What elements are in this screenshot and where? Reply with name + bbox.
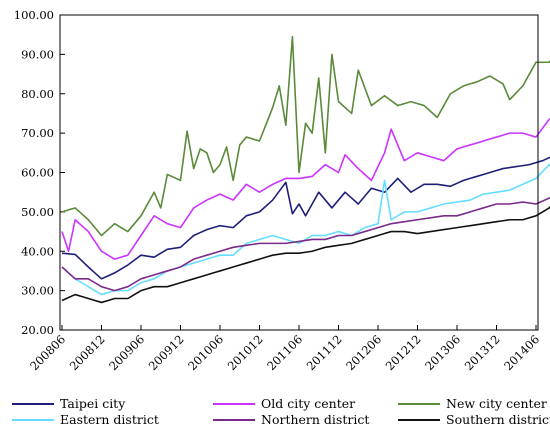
x-tick-label: 201206 bbox=[343, 332, 384, 373]
y-tick-label: 40.00 bbox=[21, 244, 54, 258]
series-line-1 bbox=[61, 156, 550, 280]
legend-label: Taipei city bbox=[60, 396, 126, 411]
legend-label: Old city center bbox=[261, 396, 355, 411]
plot-frame bbox=[59, 14, 539, 331]
y-tick-label: 80.00 bbox=[21, 87, 54, 101]
x-tick-label: 200912 bbox=[146, 332, 187, 373]
x-tick-label: 200812 bbox=[67, 332, 108, 373]
y-tick-label: 60.00 bbox=[21, 166, 54, 180]
series-line-2 bbox=[61, 117, 550, 260]
y-axis-ticks: 20.00 30.00 40.00 50.00 60.00 70.00 80.00 90.00… bbox=[14, 8, 65, 337]
x-tick-label: 201312 bbox=[462, 332, 503, 373]
series-line-5 bbox=[61, 196, 550, 292]
x-tick-label: 201306 bbox=[422, 332, 463, 373]
series-line-3 bbox=[61, 35, 550, 237]
x-tick-label: 201112 bbox=[304, 332, 345, 373]
x-axis-ticks: 2008062008122009062009122010062010122011… bbox=[27, 325, 542, 373]
legend-label: Eastern district bbox=[60, 412, 159, 427]
x-tick-label: 201012 bbox=[225, 332, 266, 373]
legend-label: Southern district bbox=[446, 412, 550, 427]
y-tick-label: 50.00 bbox=[21, 205, 54, 219]
y-tick-label: 20.00 bbox=[21, 323, 54, 337]
y-tick-label: 30.00 bbox=[21, 284, 54, 298]
x-tick-label: 201406 bbox=[501, 332, 542, 373]
legend-label: New city center bbox=[446, 396, 547, 411]
legend-label: Northern district bbox=[261, 412, 369, 427]
x-tick-label: 200906 bbox=[106, 332, 147, 373]
y-tick-label: 90.00 bbox=[21, 47, 54, 61]
y-tick-label: 100.00 bbox=[14, 8, 54, 22]
series-line-4 bbox=[61, 163, 550, 296]
x-tick-label: 201006 bbox=[185, 332, 226, 373]
x-tick-label: 201212 bbox=[383, 332, 424, 373]
series-line-6 bbox=[61, 205, 550, 304]
series-lines bbox=[61, 35, 550, 304]
x-tick-label: 201106 bbox=[264, 332, 305, 373]
x-tick-label: 200806 bbox=[27, 332, 68, 373]
y-tick-label: 70.00 bbox=[21, 126, 54, 140]
legend: Taipei city Old city center New city cente… bbox=[12, 396, 550, 427]
